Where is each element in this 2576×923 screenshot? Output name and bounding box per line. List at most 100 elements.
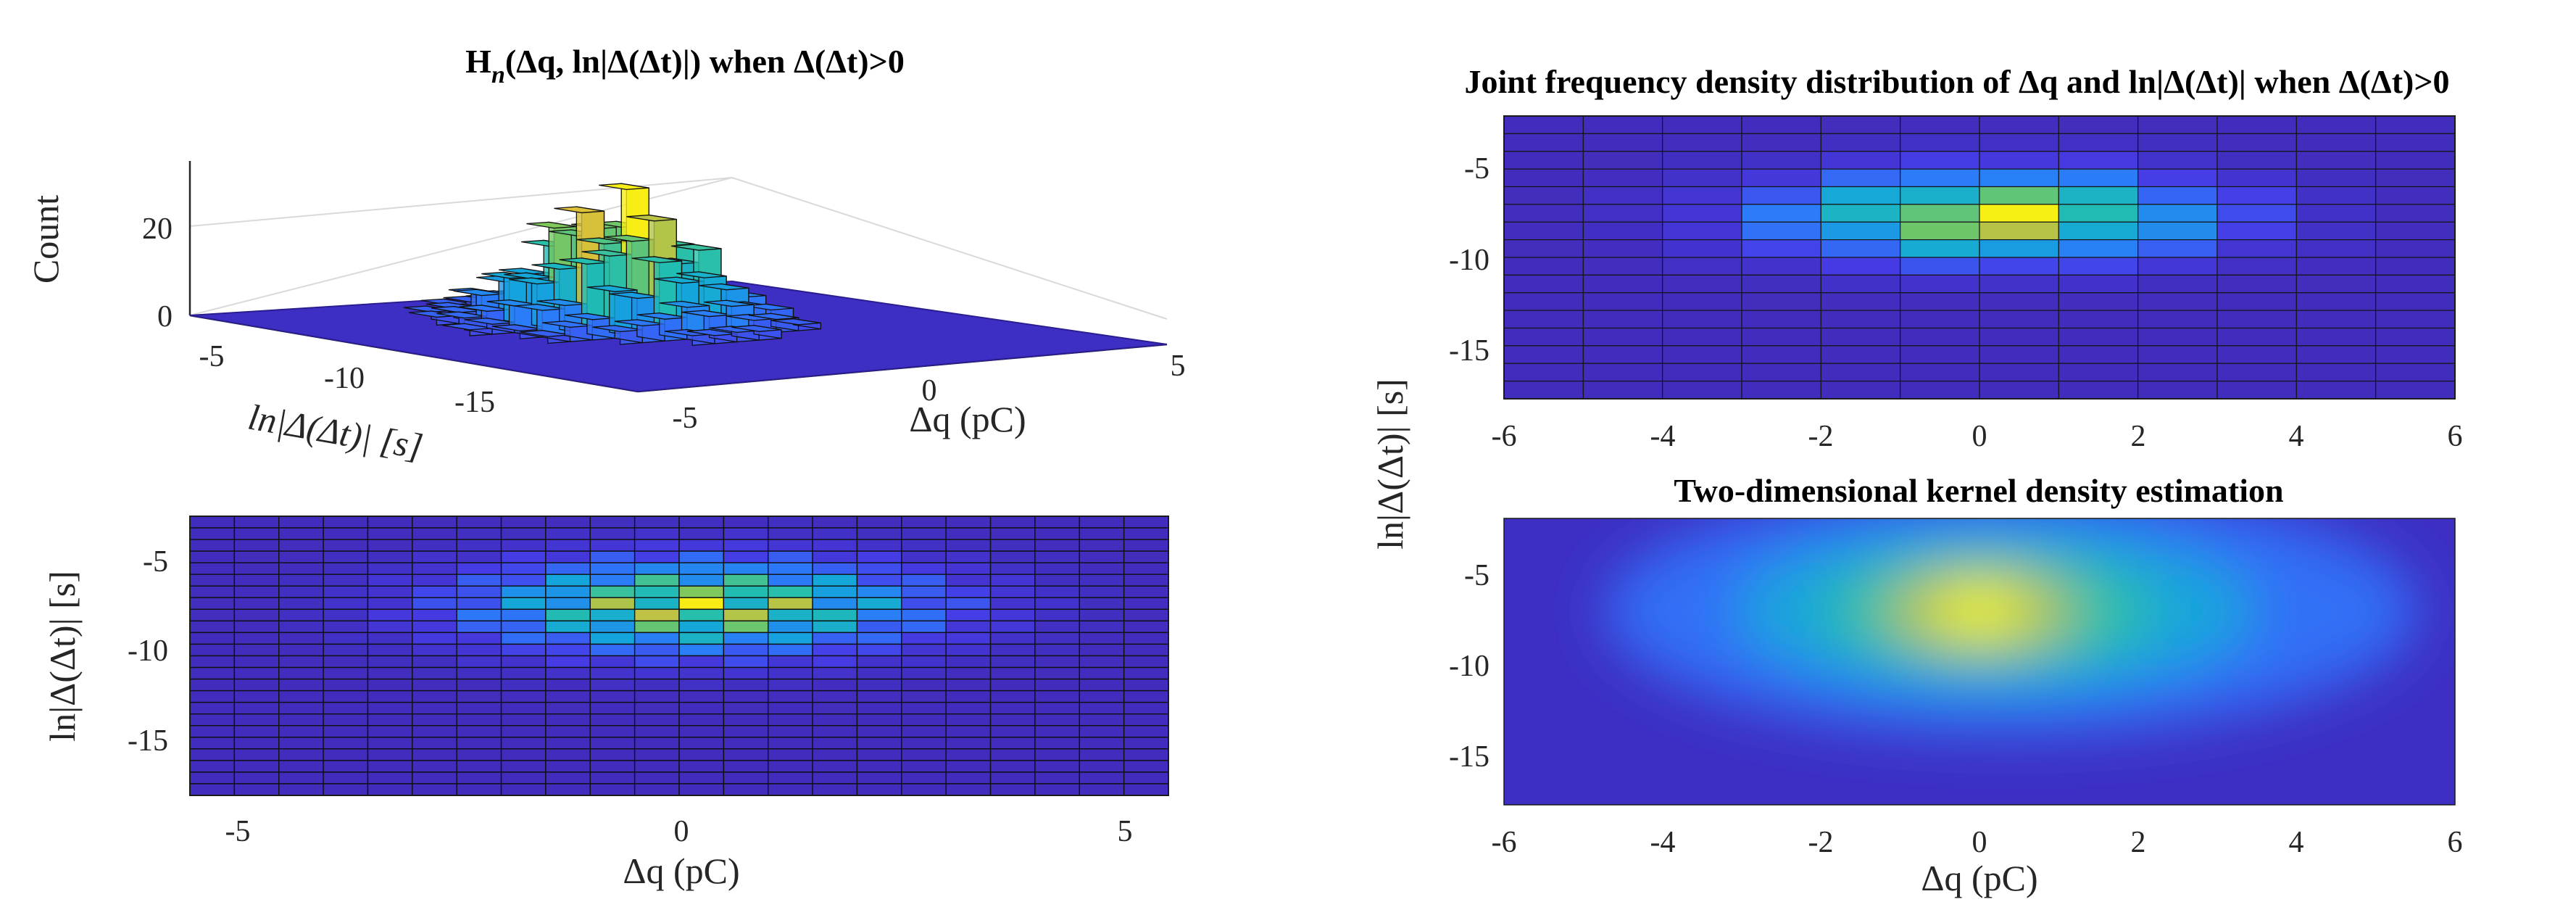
heatmap-cell — [856, 678, 902, 692]
heatmap-cell — [189, 678, 236, 692]
heatmap-cell — [589, 539, 636, 552]
kde-y-tick: -5 — [1464, 559, 1489, 592]
bar3d-x-tick: 0 — [922, 374, 937, 407]
heatmap-cell — [1820, 115, 1901, 134]
heatmap-cell — [1034, 527, 1080, 540]
heatmap-cell — [2058, 327, 2139, 347]
heatmap-cell — [1123, 655, 1169, 669]
heatmap-cell — [901, 701, 947, 715]
heatmap-cell — [323, 760, 369, 773]
heatmap-cell — [456, 516, 502, 529]
bar3d-ylabel: ln|Δ(Δt)| [s] — [245, 397, 425, 467]
bar3d-xlabel: Δq (pC) — [909, 399, 1026, 439]
heatmap-cell — [323, 783, 369, 796]
heatmap-cell — [2375, 274, 2456, 294]
heatmap-cell — [323, 678, 369, 692]
heatmap-cell — [723, 771, 769, 785]
heatmap-cell — [1503, 221, 1584, 241]
heatmap-cell — [1123, 701, 1169, 715]
heatmap-cell — [323, 562, 369, 575]
heatmap-cell — [589, 550, 636, 563]
heatmap-cell — [545, 713, 591, 727]
heatmap-cell — [278, 562, 324, 575]
heatmap-cell — [412, 527, 457, 540]
heatmap-cell — [323, 527, 369, 540]
heatmap-cell — [589, 562, 636, 575]
heatmap-cell — [1079, 655, 1125, 669]
heatmap-cell — [723, 608, 769, 622]
heatmap-cell — [1503, 115, 1584, 134]
heatmap-cell — [1034, 690, 1080, 703]
heatmap-cell — [768, 678, 813, 692]
joint-frame — [1503, 115, 2456, 400]
bar3d-bar — [542, 320, 593, 342]
heatmap-cell — [678, 574, 725, 587]
heatmap-cell — [1820, 292, 1901, 311]
kde-x-tick: 6 — [2448, 826, 2463, 859]
heatmap-cell — [1079, 678, 1125, 692]
heatmap-cell — [945, 760, 992, 773]
heatmap-cell — [2137, 345, 2218, 364]
heatmap-cell — [1979, 186, 2059, 205]
heatmap-cell — [189, 713, 236, 727]
heatmap-cell — [2137, 363, 2218, 382]
heatmap-cell — [945, 574, 992, 587]
heatmap-cell — [278, 737, 324, 750]
heatmap-cell — [412, 632, 457, 645]
bar3d-x-tick: 5 — [1171, 349, 1186, 383]
heatmap-cell — [633, 539, 680, 552]
heatmap-cell — [1979, 151, 2059, 170]
heatmap-cell — [989, 655, 1036, 669]
heatmap-cell — [1979, 327, 2059, 347]
heatmap-cell — [1079, 783, 1125, 796]
heatmap-cell — [1900, 221, 1980, 241]
heatmap-cell — [812, 771, 858, 785]
heatmap-cell — [456, 701, 502, 715]
heatmap-cell — [456, 783, 502, 796]
heatmap-cell — [1034, 713, 1080, 727]
heatmap-cell — [1820, 310, 1901, 329]
heatmap-cell — [367, 643, 413, 657]
heatmap-cell — [2295, 274, 2377, 294]
heatmap-cell — [367, 574, 413, 587]
heatmap-cell — [589, 748, 636, 761]
heatmap-cell — [633, 701, 680, 715]
heatmap-cell — [1123, 713, 1169, 727]
heatmap-cell — [545, 516, 591, 529]
heatmap-cell — [2137, 204, 2218, 223]
heatmap-cell — [989, 527, 1036, 540]
joint-x-tick: 0 — [1972, 420, 1987, 453]
joint-x-tick: -4 — [1650, 420, 1676, 453]
heatmap-cell — [1034, 771, 1080, 785]
heatmap-cell — [989, 713, 1036, 727]
heatmap-cell — [233, 597, 280, 610]
heatmap-cell — [367, 527, 413, 540]
heatmap-cell — [367, 760, 413, 773]
heatmap-cell — [633, 585, 680, 598]
heatmap-cell — [1123, 620, 1169, 634]
heatmap-cell — [812, 725, 858, 738]
heatmap-cell — [545, 771, 591, 785]
heatmap-cell — [589, 643, 636, 657]
heatmap-cell — [233, 527, 280, 540]
heatmap-cell — [1662, 239, 1742, 258]
heatmap-cell — [1979, 257, 2059, 276]
heatmap-cell — [768, 574, 813, 587]
heatmap-cell — [1741, 310, 1821, 329]
heatmap-cell — [589, 771, 636, 785]
heatmap-cell — [1741, 381, 1821, 400]
heatmap-cell — [1582, 204, 1663, 223]
heatmap-cell — [500, 516, 547, 529]
heatmap-cell — [768, 690, 813, 703]
heatmap-cell — [189, 516, 236, 529]
heatmap-cell — [1662, 363, 1742, 382]
kde-title: Two-dimensional kernel density estimatio… — [1674, 472, 2283, 509]
heatmap-cell — [2137, 151, 2218, 170]
heatmap-cell — [678, 620, 725, 634]
bar3d-bar — [520, 329, 571, 344]
heatmap-cell — [768, 643, 813, 657]
heatmap-cell — [367, 737, 413, 750]
heatmap-cell — [812, 783, 858, 796]
bar3d-bar — [441, 323, 493, 336]
heatmap-cell — [901, 632, 947, 645]
